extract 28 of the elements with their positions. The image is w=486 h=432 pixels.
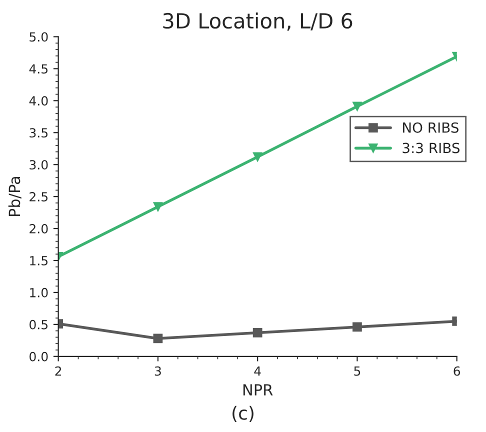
legend-label: NO RIBS	[403, 122, 458, 133]
x-tick-label: 2	[55, 366, 62, 376]
text: (c)	[232, 406, 254, 422]
x-axis-title: NPR	[243, 384, 273, 396]
point	[153, 334, 163, 344]
y-tick-label: 1.5	[30, 256, 48, 266]
chart-title: 3D Location, L/D 6	[163, 12, 352, 31]
point	[252, 152, 262, 162]
point	[352, 322, 362, 332]
point	[352, 102, 362, 112]
y-tick-label: 3.5	[30, 128, 48, 138]
y-axis-title: Pb/Pa	[8, 176, 22, 216]
y-tick-label: 4.0	[29, 96, 48, 106]
x-tick-label: 6	[454, 366, 460, 376]
y-tick-label: 1.0	[30, 288, 48, 298]
point	[153, 202, 163, 212]
y-tick-label: 3.0	[30, 160, 48, 170]
x-tick-label: 5	[354, 366, 360, 376]
y-tick-label: 0.0	[30, 352, 48, 362]
x-tick-label: 3	[154, 366, 161, 376]
legend-label: 3:3 RIBS	[402, 142, 460, 154]
y-tick-label: 2.0	[30, 224, 48, 234]
y-tick-label: 0.5	[30, 320, 48, 330]
y-tick-label: 4.5	[29, 64, 48, 74]
y-tick-label: 2.5	[30, 192, 48, 202]
y-tick-label: 5.0	[30, 32, 48, 42]
point	[252, 328, 262, 338]
x-tick-label: 4	[254, 366, 261, 376]
